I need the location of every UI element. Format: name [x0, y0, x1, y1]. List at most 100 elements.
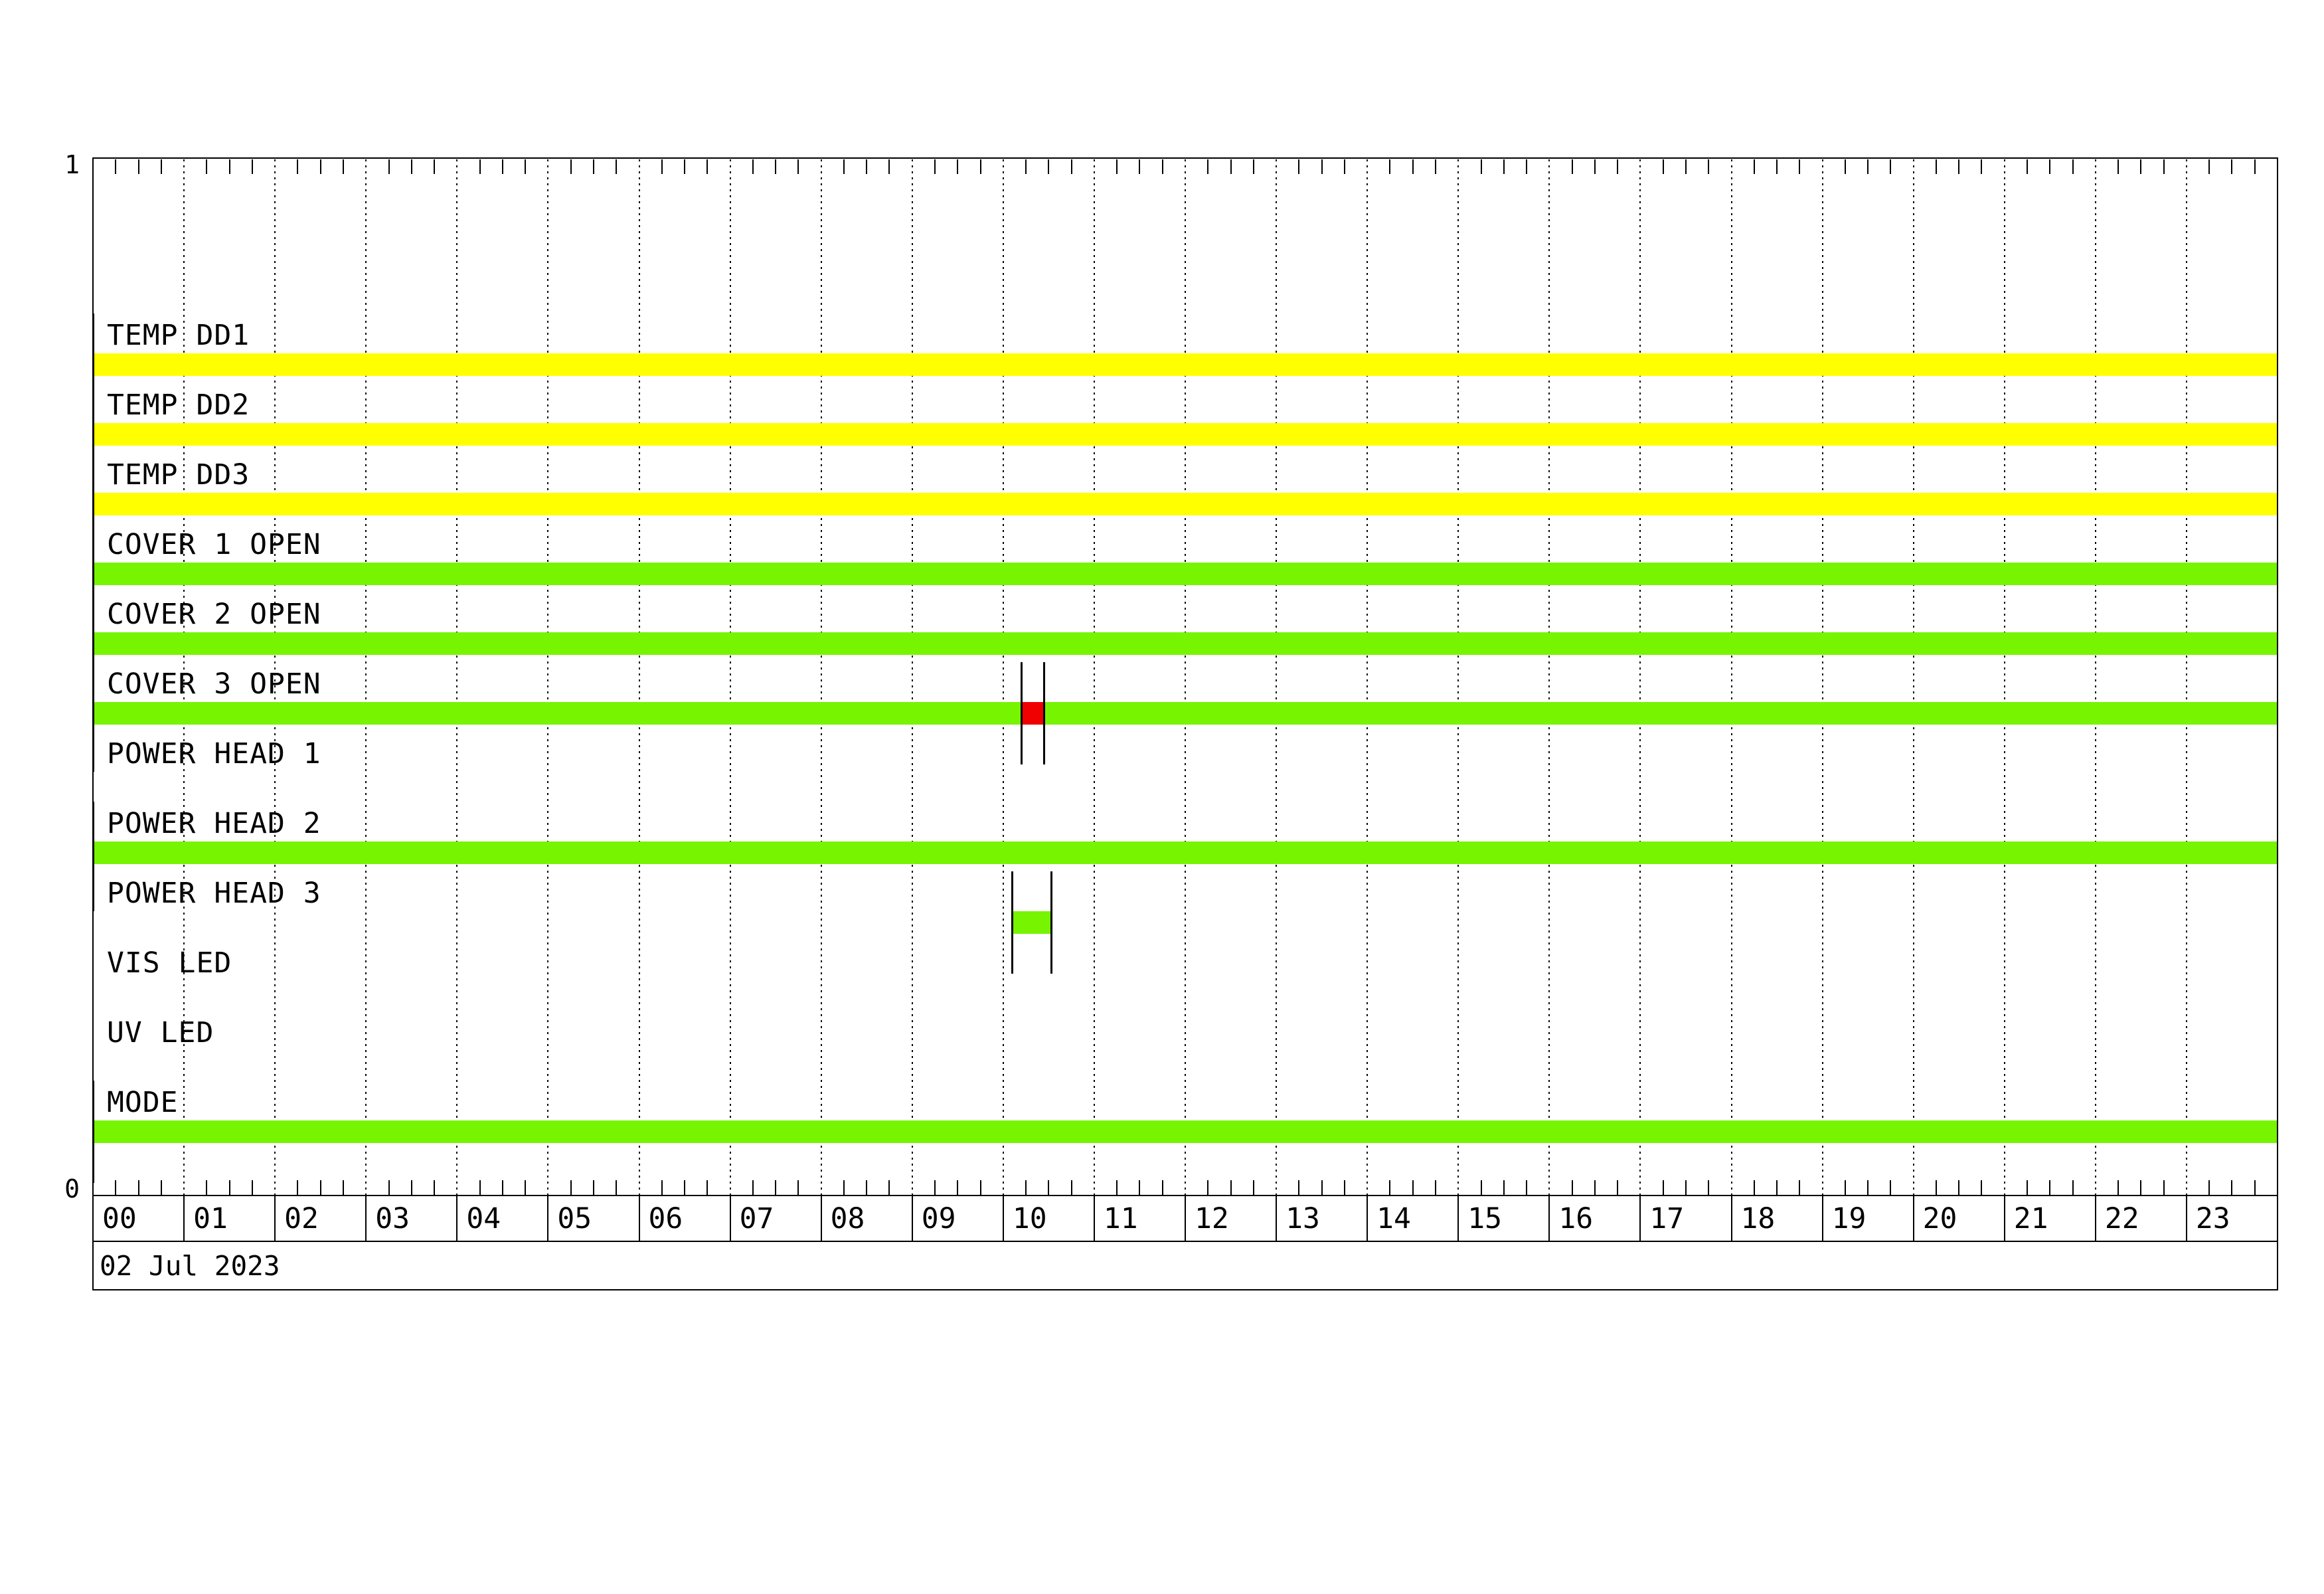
bottom-minor-tick	[1662, 1180, 1664, 1195]
table-right-border	[2277, 1195, 2278, 1290]
bottom-minor-tick	[616, 1180, 618, 1195]
bottom-minor-tick	[2231, 1180, 2233, 1195]
hour-label: 12	[1195, 1202, 1229, 1235]
row-label: TEMP DD1	[107, 319, 250, 352]
hour-cell-border	[1093, 1195, 1095, 1242]
top-minor-tick	[1867, 159, 1869, 174]
hour-gridline	[1639, 159, 1641, 1195]
top-minor-tick	[115, 159, 117, 174]
bottom-minor-tick	[1230, 1180, 1232, 1195]
hour-gridline	[365, 159, 367, 1195]
hour-gridline	[274, 159, 276, 1195]
hour-label: 03	[375, 1202, 410, 1235]
status-bar	[1012, 911, 1052, 934]
top-minor-tick	[1526, 159, 1528, 174]
top-minor-tick	[160, 159, 162, 174]
hour-label: 06	[648, 1202, 683, 1235]
top-minor-tick	[1753, 159, 1755, 174]
bottom-minor-tick	[1708, 1180, 1710, 1195]
top-minor-tick	[1207, 159, 1209, 174]
top-minor-tick	[1389, 159, 1391, 174]
hour-label: 16	[1558, 1202, 1594, 1235]
top-minor-tick	[2163, 159, 2165, 174]
hour-gridline	[2185, 159, 2187, 1195]
row-label: MODE	[107, 1086, 179, 1119]
bottom-minor-tick	[592, 1180, 594, 1195]
bottom-minor-tick	[319, 1180, 321, 1195]
bottom-minor-tick	[1298, 1180, 1300, 1195]
bottom-minor-tick	[1981, 1180, 1983, 1195]
status-bar	[93, 632, 2278, 655]
bottom-minor-tick	[979, 1180, 981, 1195]
top-minor-tick	[1480, 159, 1482, 174]
hour-label: 17	[1649, 1202, 1685, 1235]
hour-label: 20	[1922, 1202, 1957, 1235]
event-marker	[1050, 871, 1053, 974]
hour-cell-border	[638, 1195, 640, 1242]
bottom-minor-tick	[570, 1180, 572, 1195]
bottom-minor-tick	[1116, 1180, 1118, 1195]
top-minor-tick	[1708, 159, 1710, 174]
hour-cell-border	[729, 1195, 731, 1242]
top-minor-tick	[2117, 159, 2119, 174]
bottom-minor-tick	[2163, 1180, 2165, 1195]
hour-gridline	[638, 159, 640, 1195]
row-label: UV LED	[107, 1016, 214, 1049]
bottom-minor-tick	[1048, 1180, 1050, 1195]
bottom-minor-tick	[1867, 1180, 1869, 1195]
bottom-minor-tick	[797, 1180, 799, 1195]
top-minor-tick	[684, 159, 686, 174]
hour-label: 07	[739, 1202, 774, 1235]
bottom-minor-tick	[1434, 1180, 1436, 1195]
bottom-minor-tick	[2117, 1180, 2119, 1195]
top-minor-tick	[2231, 159, 2233, 174]
bottom-minor-tick	[1776, 1180, 1778, 1195]
bottom-minor-tick	[866, 1180, 868, 1195]
status-bar	[1044, 702, 2278, 725]
row-label: COVER 1 OPEN	[107, 528, 321, 561]
bottom-minor-tick	[1844, 1180, 1846, 1195]
bottom-minor-tick	[1207, 1180, 1209, 1195]
hour-cell-border	[1639, 1195, 1641, 1242]
top-minor-tick	[1981, 159, 1983, 174]
hour-label: 04	[466, 1202, 501, 1235]
status-bar	[93, 563, 2278, 585]
bottom-minor-tick	[342, 1180, 344, 1195]
hour-gridline	[1457, 159, 1459, 1195]
bottom-minor-tick	[2049, 1180, 2051, 1195]
bottom-minor-tick	[706, 1180, 708, 1195]
bottom-minor-tick	[1799, 1180, 1801, 1195]
event-marker	[1020, 662, 1023, 764]
hour-label: 15	[1467, 1202, 1503, 1235]
top-minor-tick	[888, 159, 890, 174]
table-left-border	[92, 1195, 94, 1290]
bottom-minor-tick	[934, 1180, 936, 1195]
top-minor-tick	[1594, 159, 1596, 174]
top-minor-tick	[1434, 159, 1436, 174]
bottom-minor-tick	[888, 1180, 890, 1195]
row-label: COVER 2 OPEN	[107, 598, 321, 631]
hour-label: 05	[557, 1202, 592, 1235]
status-bar	[93, 702, 1022, 725]
row-label: VIS LED	[107, 946, 232, 980]
bottom-minor-tick	[2140, 1180, 2142, 1195]
y-axis-top-label: 1	[64, 150, 80, 179]
status-bar	[93, 493, 2278, 515]
top-minor-tick	[1412, 159, 1414, 174]
hour-label: 02	[284, 1202, 319, 1235]
bottom-minor-tick	[1594, 1180, 1596, 1195]
hour-gridline	[1002, 159, 1004, 1195]
top-minor-tick	[1070, 159, 1072, 174]
top-minor-tick	[1298, 159, 1300, 174]
top-minor-tick	[2208, 159, 2210, 174]
top-minor-tick	[228, 159, 230, 174]
bottom-minor-tick	[1139, 1180, 1141, 1195]
bottom-minor-tick	[228, 1180, 230, 1195]
bottom-minor-tick	[1571, 1180, 1573, 1195]
hour-gridline	[1093, 159, 1095, 1195]
hour-gridline	[2094, 159, 2096, 1195]
top-minor-tick	[1844, 159, 1846, 174]
bottom-minor-tick	[1412, 1180, 1414, 1195]
